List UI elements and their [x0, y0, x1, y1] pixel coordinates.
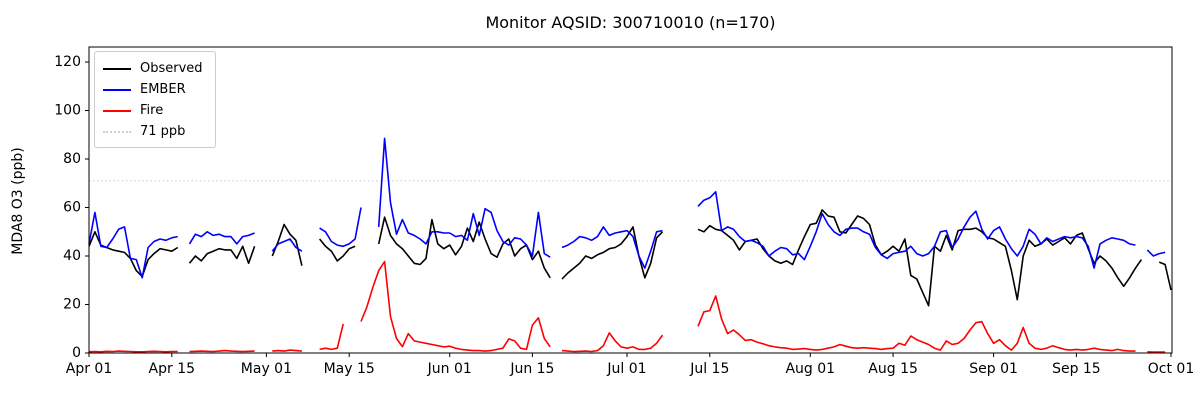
legend-label: Fire: [140, 103, 164, 118]
observed-line: [88, 209, 1172, 307]
legend-label: EMBER: [140, 82, 186, 97]
legend-label: Observed: [140, 61, 203, 76]
y-axis-tick-label: 0: [72, 345, 81, 361]
fire-line: [88, 260, 1166, 353]
y-axis-tick-label: 20: [63, 297, 81, 313]
chart-title: Monitor AQSID: 300710010 (n=170): [485, 13, 776, 32]
y-axis-tick-label: 120: [54, 54, 81, 70]
legend-item-observed: Observed: [103, 58, 207, 79]
legend-swatch: [103, 109, 131, 112]
legend-item-71-ppb: 71 ppb: [103, 121, 207, 142]
y-axis-tick-label: 40: [63, 248, 81, 264]
legend-swatch: [103, 88, 131, 91]
x-axis-tick-label: Aug 15: [868, 361, 918, 377]
x-axis-tick-label: May 01: [241, 361, 292, 377]
x-axis-tick-label: May 15: [324, 361, 375, 377]
x-axis-tick-label: Jun 15: [509, 361, 554, 377]
x-axis-tick-label: Sep 01: [969, 361, 1018, 377]
legend-swatch: [103, 67, 131, 70]
y-axis-tick-label: 100: [54, 103, 81, 119]
x-axis-tick-label: Jun 01: [427, 361, 472, 377]
x-axis-tick-label: Sep 15: [1052, 361, 1101, 377]
x-axis-tick-label: Apr 15: [149, 361, 195, 377]
y-axis-tick-label: 60: [63, 200, 81, 216]
axes-spines: [88, 46, 1173, 354]
legend-item-fire: Fire: [103, 100, 207, 121]
x-axis-tick-label: Jul 15: [689, 361, 729, 377]
x-axis-tick-label: Aug 01: [785, 361, 835, 377]
legend-swatch: [103, 130, 131, 133]
y-axis-tick-label: 80: [63, 151, 81, 167]
ember-line: [88, 137, 1166, 279]
legend: Observed EMBER Fire 71 ppb: [94, 51, 216, 148]
x-axis-tick-label: Jul 01: [606, 361, 646, 377]
x-axis-tick-label: Oct 01: [1148, 361, 1194, 377]
legend-item-ember: EMBER: [103, 79, 207, 100]
legend-label: 71 ppb: [140, 124, 186, 139]
x-axis-tick-label: Apr 01: [66, 361, 112, 377]
